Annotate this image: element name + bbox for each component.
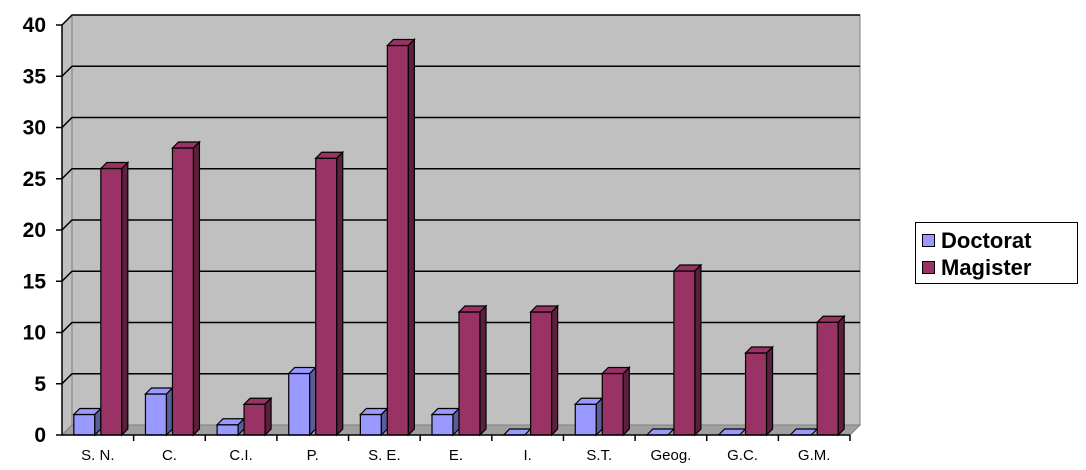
- x-tick-label: P.: [307, 447, 319, 464]
- bar-side-doctorat: [165, 386, 174, 437]
- bar-side-doctorat: [595, 396, 603, 437]
- legend-label-magister: Magister: [941, 254, 1032, 280]
- y-tick-label: 0: [34, 424, 46, 447]
- y-tick-label: 40: [23, 14, 46, 37]
- gridline: [61, 270, 860, 282]
- bar-side-magister: [694, 263, 702, 437]
- y-tick-label: 5: [34, 373, 46, 396]
- axes: [56, 24, 851, 441]
- y-tick-label: 10: [23, 322, 46, 345]
- bar-doctorat: [574, 403, 597, 436]
- bar-side-magister: [622, 366, 630, 437]
- y-tick-label: 20: [23, 219, 46, 242]
- bar-magister: [386, 44, 409, 436]
- gridline: [61, 321, 860, 334]
- bar-doctorat: [144, 393, 168, 436]
- gridline: [61, 14, 860, 26]
- x-tick-label: G.C.: [727, 447, 758, 464]
- bar-magister: [744, 352, 768, 436]
- gridline: [61, 168, 860, 180]
- bar-doctorat: [288, 372, 311, 436]
- gridline: [61, 65, 860, 77]
- bar-magister: [458, 311, 481, 436]
- y-tick-label: 15: [23, 270, 47, 293]
- bar-doctorat: [359, 413, 382, 436]
- bar-side-magister: [264, 396, 272, 437]
- bar-doctorat: [216, 424, 239, 436]
- bar-magister: [100, 167, 123, 436]
- gridline: [61, 116, 860, 129]
- legend: Doctorat Magister: [915, 222, 1078, 284]
- bar-side-magister: [192, 140, 201, 437]
- x-tick-label: I.: [523, 447, 531, 464]
- x-tick-labels: S. N. C. C.I. P. S. E. E. I. S.T. Geog. G.C. G.M.: [81, 447, 830, 464]
- bar-side-magister: [551, 304, 559, 437]
- y-tick-labels: 0 5 10 15 20 25 30 35 40: [23, 14, 47, 447]
- x-tick-label: G.M.: [798, 447, 831, 464]
- legend-item-magister: Magister: [922, 254, 1077, 281]
- legend-label-doctorat: Doctorat: [941, 227, 1032, 253]
- gridline: [61, 219, 860, 231]
- bar-side-magister: [121, 161, 129, 437]
- bar-side-magister: [407, 38, 415, 437]
- bar-side-magister: [765, 345, 774, 437]
- bar-magister: [673, 270, 696, 436]
- legend-swatch-doctorat: [922, 234, 935, 247]
- x-tick-label: C.I.: [229, 447, 252, 464]
- y-tick-label: 25: [23, 168, 47, 191]
- gridlines: [61, 14, 860, 385]
- x-tick-label: Geog.: [650, 447, 691, 464]
- bar-doctorat: [73, 413, 96, 436]
- y-tick-label: 35: [23, 65, 47, 88]
- x-tick-label: C.: [162, 447, 177, 464]
- legend-item-doctorat: Doctorat: [922, 227, 1077, 254]
- y-tick-label: 30: [23, 117, 46, 140]
- bar-side-magister: [479, 304, 487, 437]
- bar-doctorat: [431, 413, 454, 436]
- bar-side-magister: [336, 150, 344, 437]
- bar-magister: [315, 157, 338, 436]
- x-tick-label: S. N.: [81, 447, 114, 464]
- x-tick-label: E.: [449, 447, 463, 464]
- bar-magister: [601, 372, 624, 436]
- x-tick-label: S.T.: [586, 447, 612, 464]
- legend-swatch-magister: [922, 261, 935, 274]
- gridline: [61, 373, 860, 385]
- bar-magister: [171, 147, 195, 436]
- bar-magister: [243, 403, 266, 436]
- bar-magister: [530, 311, 553, 436]
- bar-side-doctorat: [309, 366, 317, 437]
- x-tick-label: S. E.: [368, 447, 401, 464]
- bar-magister: [816, 321, 839, 436]
- bar-side-magister: [837, 314, 845, 437]
